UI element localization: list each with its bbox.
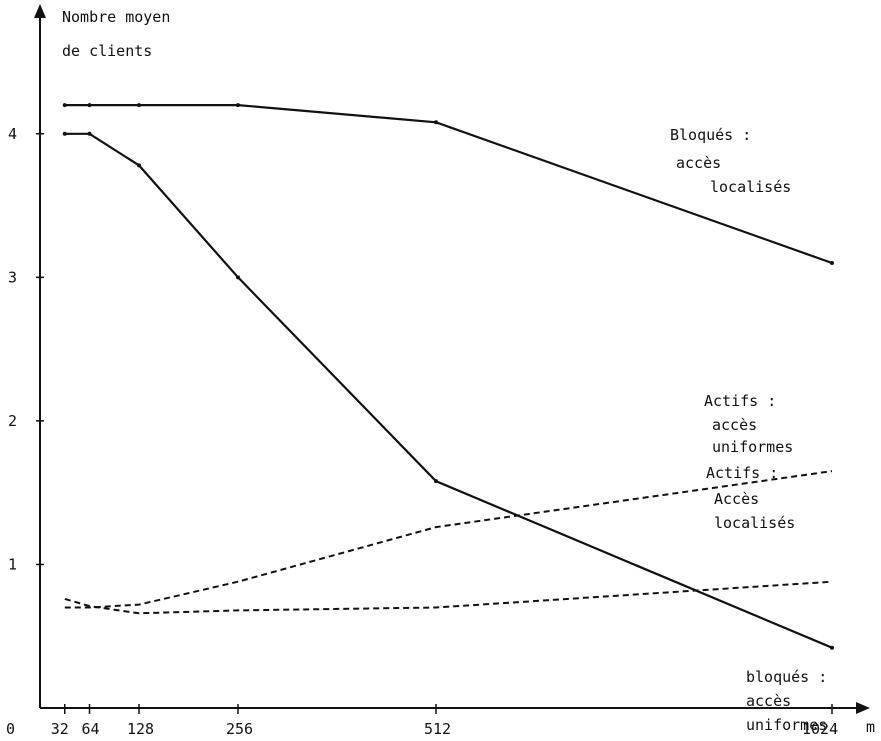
series-actifs-acces-uniformes-label-line2: accès bbox=[712, 416, 757, 434]
y-tick-label-1: 1 bbox=[8, 555, 17, 573]
series-layer bbox=[62, 103, 834, 650]
x-tick-label-64: 64 bbox=[82, 720, 100, 738]
x-tick-label-32: 32 bbox=[51, 720, 69, 738]
series-labels: Bloqués : accès localisés bloqués : accès uni… bbox=[670, 126, 827, 734]
x-axis-arrow bbox=[856, 702, 870, 714]
series-bloques-acces-uniformes-point bbox=[830, 645, 834, 650]
y-axis-title-line1: Nombre moyen bbox=[62, 8, 170, 26]
series-actifs-acces-localises-label-line3: localisés bbox=[714, 514, 795, 532]
series-actifs-acces-uniformes bbox=[64, 470, 833, 609]
x-tick-label-128: 128 bbox=[127, 720, 154, 738]
series-bloques-acces-localises-point bbox=[137, 103, 141, 108]
series-bloques-acces-localises-label-line3: localisés bbox=[710, 178, 791, 196]
series-bloques-acces-localises-point bbox=[62, 103, 67, 108]
series-bloques-acces-localises-label-line2: accès bbox=[676, 154, 721, 172]
x-tick-label-1024: 1024 bbox=[802, 720, 838, 738]
x-axis-title: m bbox=[866, 718, 875, 736]
y-tick-label-2: 2 bbox=[8, 412, 17, 430]
y-tick-label-3: 3 bbox=[8, 268, 17, 286]
axis-ticks: 1 2 3 4 32 64 128 256 512 1024 bbox=[8, 125, 838, 738]
origin-label: 0 bbox=[6, 720, 15, 738]
series-bloques-acces-uniformes-label-line2: accès bbox=[746, 692, 791, 710]
x-tick-label-512: 512 bbox=[424, 720, 451, 738]
series-actifs-acces-uniformes-label-line3: uniformes bbox=[712, 438, 793, 456]
series-bloques-acces-uniformes-point bbox=[236, 275, 240, 280]
series-actifs-acces-uniformes-label-line1: Actifs : bbox=[704, 392, 776, 410]
series-bloques-acces-localises-label-line1: Bloqués : bbox=[670, 126, 751, 144]
series-bloques-acces-localises-point bbox=[434, 120, 438, 125]
y-axis-arrow bbox=[34, 4, 46, 18]
series-bloques-acces-uniformes-point bbox=[62, 131, 67, 136]
series-bloques-acces-localises bbox=[64, 103, 833, 265]
series-actifs-acces-localises-label-line2: Accès bbox=[714, 490, 759, 508]
series-bloques-acces-localises-point bbox=[830, 260, 834, 265]
series-bloques-acces-uniformes-point bbox=[87, 131, 92, 136]
series-actifs-acces-localises bbox=[64, 580, 833, 615]
y-tick-label-4: 4 bbox=[8, 125, 17, 143]
series-bloques-acces-uniformes-point bbox=[434, 479, 438, 484]
series-actifs-acces-localises-label-line1: Actifs : bbox=[706, 464, 778, 482]
series-bloques-acces-uniformes bbox=[64, 132, 833, 649]
series-bloques-acces-localises-point bbox=[87, 103, 92, 108]
series-bloques-acces-uniformes-label-line1: bloqués : bbox=[746, 668, 827, 686]
series-bloques-acces-localises-point bbox=[236, 103, 240, 108]
y-axis-title-line2: de clients bbox=[62, 42, 152, 60]
series-bloques-acces-uniformes-label-line3: uniformes bbox=[746, 716, 827, 734]
series-bloques-acces-uniformes-point bbox=[137, 163, 141, 168]
x-tick-label-256: 256 bbox=[226, 720, 253, 738]
